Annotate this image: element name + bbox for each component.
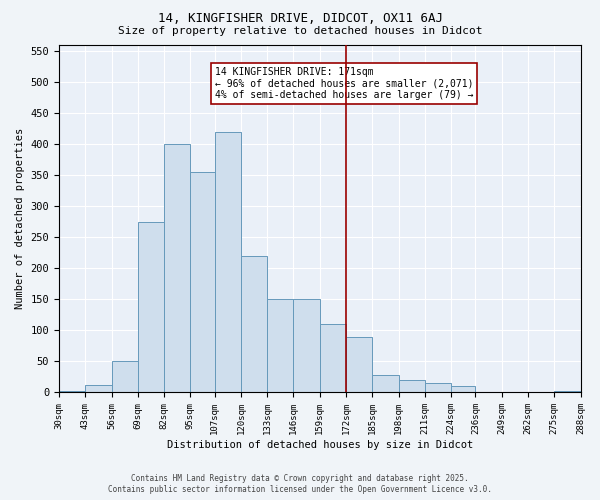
Bar	[293, 300, 320, 392]
Bar	[138, 222, 164, 392]
Text: 14, KINGFISHER DRIVE, DIDCOT, OX11 6AJ: 14, KINGFISHER DRIVE, DIDCOT, OX11 6AJ	[157, 12, 443, 26]
Bar	[112, 362, 138, 392]
Y-axis label: Number of detached properties: Number of detached properties	[15, 128, 25, 310]
X-axis label: Distribution of detached houses by size in Didcot: Distribution of detached houses by size …	[167, 440, 473, 450]
Bar	[59, 390, 85, 392]
Bar	[267, 300, 293, 392]
Bar	[346, 336, 373, 392]
Bar	[241, 256, 267, 392]
Text: 14 KINGFISHER DRIVE: 171sqm
← 96% of detached houses are smaller (2,071)
4% of s: 14 KINGFISHER DRIVE: 171sqm ← 96% of det…	[215, 66, 473, 100]
Bar	[85, 385, 112, 392]
Bar	[451, 386, 475, 392]
Bar	[190, 172, 215, 392]
Bar	[373, 375, 398, 392]
Text: Size of property relative to detached houses in Didcot: Size of property relative to detached ho…	[118, 26, 482, 36]
Bar	[425, 383, 451, 392]
Bar	[398, 380, 425, 392]
Bar	[164, 144, 190, 392]
Bar	[215, 132, 241, 392]
Bar	[554, 390, 581, 392]
Text: Contains HM Land Registry data © Crown copyright and database right 2025.
Contai: Contains HM Land Registry data © Crown c…	[108, 474, 492, 494]
Bar	[320, 324, 346, 392]
